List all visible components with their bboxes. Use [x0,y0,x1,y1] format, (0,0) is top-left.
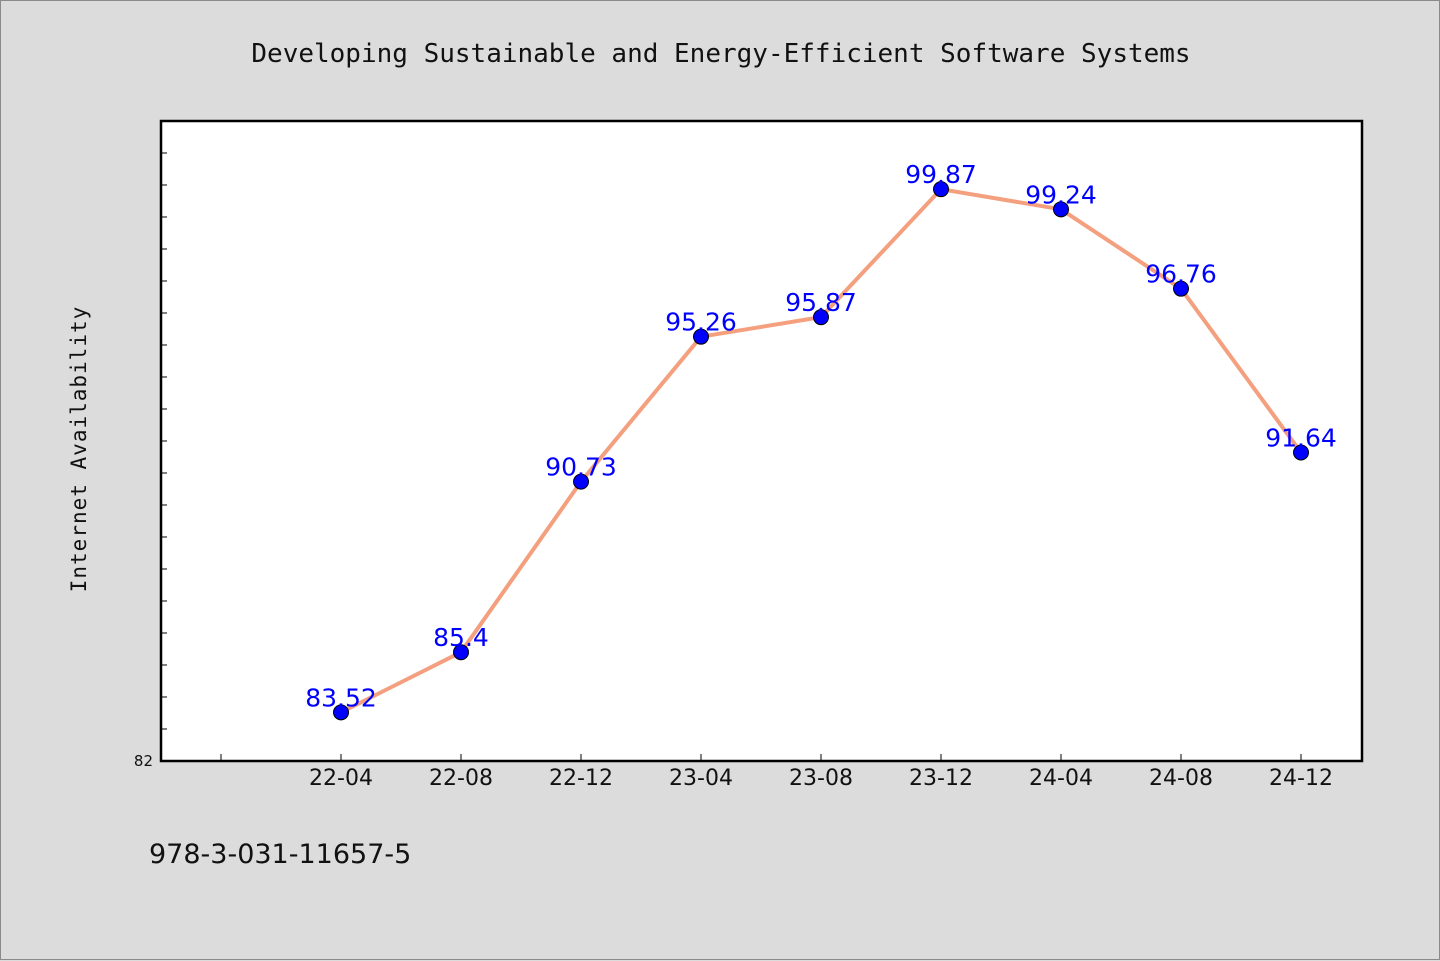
data-point [1293,444,1309,461]
x-tick-label: 22-12 [549,766,613,791]
y-axis-label: Internet Availability [67,306,91,593]
plot-border [159,119,1364,763]
x-tick-label: 23-04 [669,766,733,791]
x-tick-label: 22-04 [309,766,373,791]
y-tick-label: 82 [134,752,153,770]
data-label: 95.26 [665,308,737,337]
x-tick-label: 22-08 [429,766,493,791]
data-labels: 83.52 85.4 90.73 95.26 95.87 99.87 99.24 96.76 9… [305,160,1337,712]
data-label: 99.87 [905,160,977,189]
data-point [1053,201,1069,218]
data-point [573,473,589,490]
plot-area [161,121,1362,761]
data-point [813,309,829,326]
data-label: 85.4 [433,623,489,652]
data-label: 96.76 [1145,260,1217,289]
data-label: 83.52 [305,683,377,712]
data-point [1173,280,1189,297]
data-point [453,644,469,661]
data-point [693,328,709,345]
x-axis-ticks: 22-04 22-08 22-12 23-04 23-08 23-12 24-04 24-08… [220,754,1333,791]
x-tick-label: 23-08 [789,766,853,791]
x-tick-label: 24-04 [1029,766,1093,791]
series-layer [333,181,1309,721]
footer-isbn: 978-3-031-11657-5 [149,839,411,870]
data-point [333,704,349,721]
data-label: 99.24 [1025,180,1097,209]
x-tick-label: 23-12 [909,766,973,791]
data-label: 95.87 [785,288,857,317]
data-point [933,181,949,198]
chart-title: Developing Sustainable and Energy-Effici… [251,39,1190,69]
x-tick-label: 24-12 [1269,766,1333,791]
data-label: 90.73 [545,453,617,482]
x-tick-label: 24-08 [1149,766,1213,791]
data-label: 91.64 [1265,424,1337,453]
